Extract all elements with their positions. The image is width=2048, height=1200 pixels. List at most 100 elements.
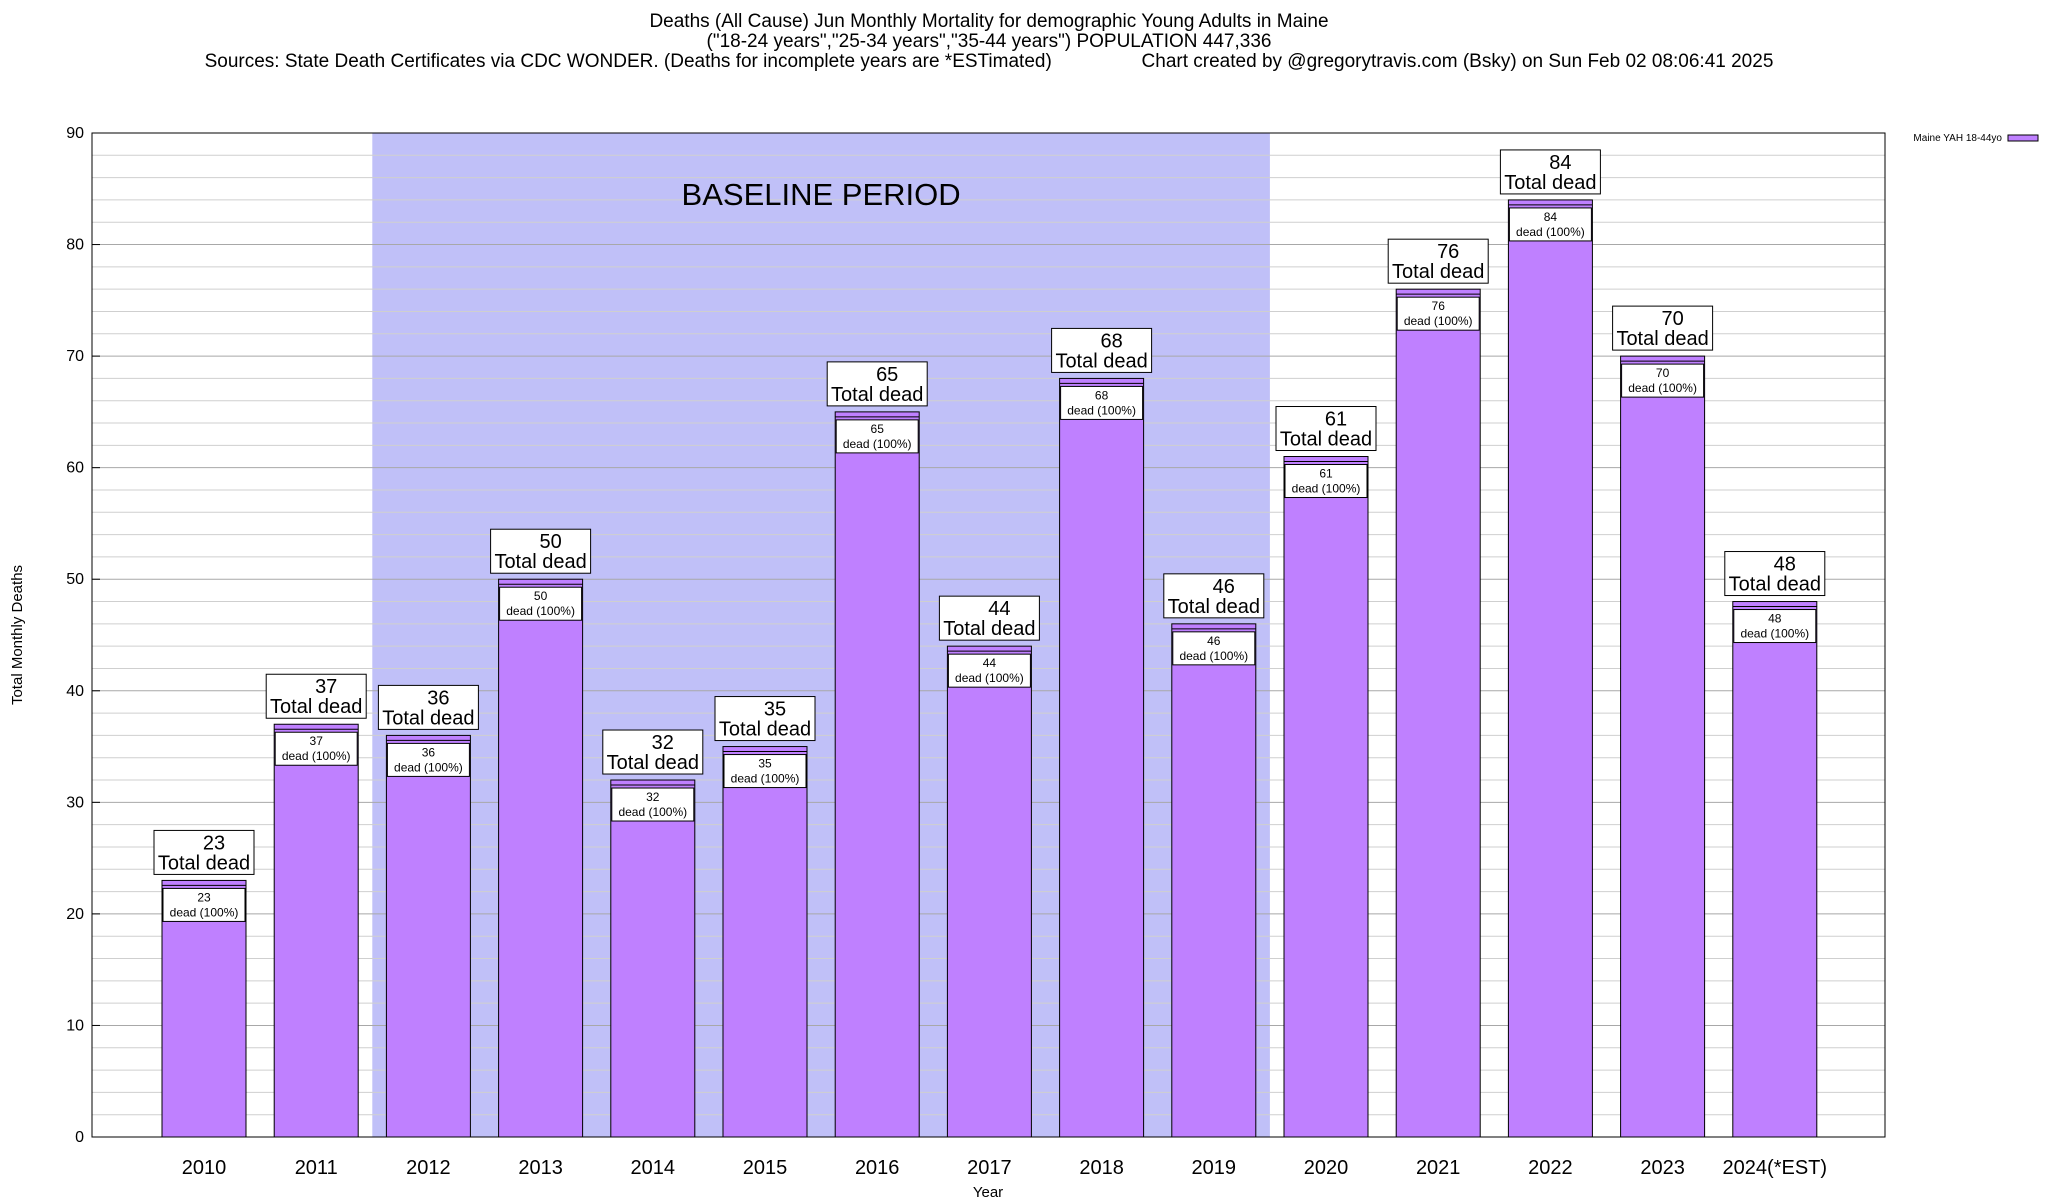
y-tick-label: 20 [66,906,84,923]
x-axis-label: Year [973,1184,1003,1200]
bar [1732,601,1818,1138]
inner-value-label: 68 [1095,388,1109,402]
inner-percent-label: dead (100%) [955,671,1024,685]
top-value-label: 48 [1774,554,1796,576]
top-value-label: 50 [539,531,561,553]
bar [1395,288,1481,1138]
top-label-box [1387,238,1489,284]
inner-percent-label: dead (100%) [1179,649,1248,663]
inner-label-box [1508,207,1592,242]
inner-value-label: 36 [422,745,436,759]
top-total-label: Total dead [719,719,811,741]
inner-percent-label: dead (100%) [618,805,687,819]
top-value-label: 44 [988,598,1010,620]
inner-value-label: 76 [1432,299,1446,313]
inner-label-box [274,731,358,766]
top-value-label: 46 [1213,576,1235,598]
bar [722,746,808,1138]
bar [1059,377,1145,1138]
x-tick-label: 2017 [967,1157,1012,1179]
top-label-box [1499,149,1601,195]
chart-credit: Chart created by @gregorytravis.com (Bsk… [1141,51,1774,72]
y-tick-label: 60 [66,460,84,477]
inner-label-box [162,887,246,922]
top-total-label: Total dead [607,752,699,774]
inner-percent-label: dead (100%) [1740,627,1809,641]
inner-percent-label: dead (100%) [1292,482,1361,496]
x-tick-label: 2016 [855,1157,900,1179]
x-tick-label: 2022 [1528,1157,1573,1179]
top-label-box [1724,551,1826,597]
top-label-box [490,528,592,574]
top-total-label: Total dead [1280,429,1372,451]
inner-label-box [1172,631,1256,666]
baseline-label: BASELINE PERIOD [682,177,961,212]
x-tick-label: 2010 [182,1157,227,1179]
x-tick-label: 2013 [518,1157,563,1179]
inner-percent-label: dead (100%) [731,772,800,786]
inner-label-box [1060,385,1144,420]
inner-label-box [386,742,470,777]
bar [273,723,359,1138]
inner-value-label: 46 [1207,634,1221,648]
bar [498,578,584,1138]
inner-value-label: 50 [534,589,548,603]
chart-sources-line: Sources: State Death Certificates via CD… [0,52,1978,72]
top-total-label: Total dead [382,707,474,729]
x-tick-label: 2014 [631,1157,676,1179]
top-label-box [1612,305,1714,351]
top-label-box [377,684,479,730]
bar [161,879,247,1138]
y-tick-label: 90 [66,125,84,142]
x-tick-label: 2018 [1079,1157,1124,1179]
inner-value-label: 32 [646,790,660,804]
top-value-label: 65 [876,364,898,386]
top-value-label: 70 [1661,308,1683,330]
y-tick-label: 0 [75,1129,84,1146]
x-tick-label: 2012 [406,1157,451,1179]
inner-label-box [723,754,807,789]
top-value-label: 36 [427,687,449,709]
x-tick-label: 2020 [1304,1157,1349,1179]
inner-label-box [1733,609,1817,644]
inner-percent-label: dead (100%) [170,905,239,919]
top-value-label: 35 [764,699,786,721]
inner-label-box [835,419,919,454]
top-value-label: 84 [1549,152,1571,174]
bar [385,734,471,1138]
y-tick-label: 50 [66,571,84,588]
top-label-box [602,729,704,775]
inner-value-label: 65 [871,422,885,436]
top-value-label: 37 [315,676,337,698]
top-label-box [1051,327,1153,373]
inner-percent-label: dead (100%) [394,760,463,774]
chart-title-block: Deaths (All Cause) Jun Monthly Mortality… [0,12,1978,72]
top-value-label: 68 [1100,330,1122,352]
y-tick-label: 10 [66,1017,84,1034]
chart-sources: Sources: State Death Certificates via CD… [204,51,1052,72]
y-tick-label: 80 [66,237,84,254]
inner-value-label: 23 [197,890,211,904]
inner-value-label: 61 [1319,467,1333,481]
top-label-box [1275,406,1377,452]
inner-value-label: 48 [1768,612,1782,626]
top-label-box [826,361,928,407]
y-tick-label: 40 [66,683,84,700]
inner-label-box [499,586,583,621]
bar [1283,456,1369,1138]
bar [610,779,696,1138]
inner-label-box [947,653,1031,688]
top-total-label: Total dead [943,618,1035,640]
top-label-box [265,673,367,719]
inner-label-box [1396,296,1480,331]
x-tick-label: 2015 [743,1157,788,1179]
y-tick-label: 30 [66,794,84,811]
legend-label: Maine YAH 18-44yo [1913,133,2002,144]
top-value-label: 76 [1437,241,1459,263]
top-total-label: Total dead [831,384,923,406]
bar [1507,199,1593,1138]
x-tick-label: 2024(*EST) [1723,1157,1828,1179]
bar [1171,623,1257,1138]
top-total-label: Total dead [270,696,362,718]
